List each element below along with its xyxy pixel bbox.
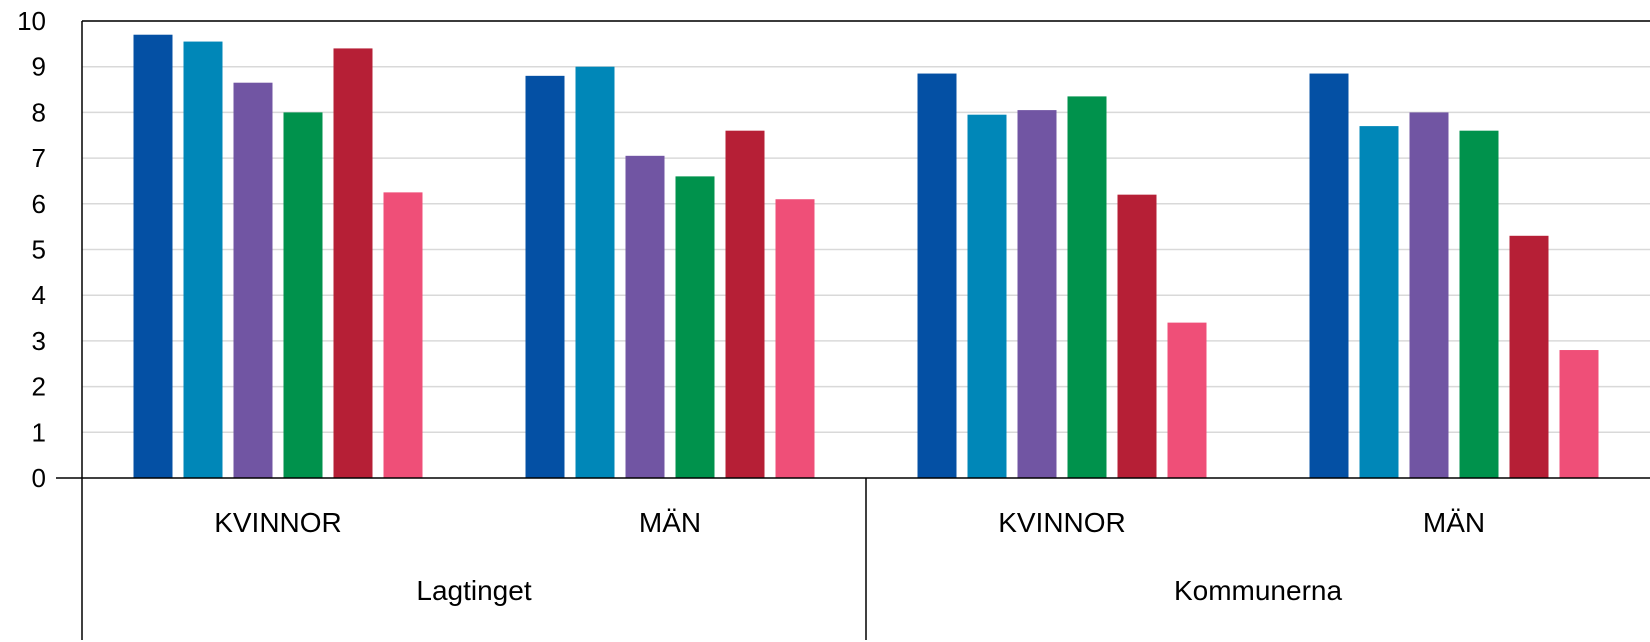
bar-lagtinget-0-s0 bbox=[133, 34, 173, 479]
category-label: MÄN bbox=[1423, 507, 1485, 538]
bar-kommunerna-0-s3 bbox=[1067, 96, 1107, 478]
bar-lagtinget-1-s1 bbox=[575, 66, 615, 478]
y-tick-label: 3 bbox=[32, 326, 46, 356]
bar-kommunerna-1-s2 bbox=[1409, 112, 1449, 479]
bar-lagtinget-1-s0 bbox=[525, 75, 565, 478]
y-tick-label: 4 bbox=[32, 280, 46, 310]
category-label: KVINNOR bbox=[214, 507, 342, 538]
bars bbox=[133, 34, 1599, 479]
y-tick-label: 10 bbox=[17, 6, 46, 36]
group-label: Lagtinget bbox=[416, 575, 531, 606]
bar-lagtinget-1-s5 bbox=[775, 199, 815, 479]
bar-lagtinget-0-s1 bbox=[183, 41, 223, 478]
bar-lagtinget-0-s4 bbox=[333, 48, 373, 479]
bar-kommunerna-0-s2 bbox=[1017, 110, 1057, 479]
bar-kommunerna-1-s5 bbox=[1559, 350, 1599, 478]
category-label: KVINNOR bbox=[998, 507, 1126, 538]
y-tick-label: 6 bbox=[32, 189, 46, 219]
bar-lagtinget-1-s3 bbox=[675, 176, 715, 478]
bar-kommunerna-1-s0 bbox=[1309, 73, 1349, 479]
bar-kommunerna-0-s0 bbox=[917, 73, 957, 479]
category-label: MÄN bbox=[639, 507, 701, 538]
bar-lagtinget-1-s4 bbox=[725, 130, 765, 478]
y-tick-labels: 0 1 2 3 4 5 6 7 8 9 10 bbox=[17, 6, 46, 493]
group-label: Kommunerna bbox=[1174, 575, 1343, 606]
y-tick-label: 5 bbox=[32, 235, 46, 265]
axes bbox=[56, 20, 1650, 640]
bar-lagtinget-1-s2 bbox=[625, 155, 665, 478]
bar-kommunerna-1-s1 bbox=[1359, 126, 1399, 479]
y-tick-label: 9 bbox=[32, 52, 46, 82]
bar-lagtinget-0-s2 bbox=[233, 82, 273, 478]
bar-lagtinget-0-s5 bbox=[383, 192, 423, 478]
bar-kommunerna-0-s4 bbox=[1117, 194, 1157, 478]
y-tick-label: 8 bbox=[32, 97, 46, 127]
bar-kommunerna-0-s5 bbox=[1167, 322, 1207, 478]
x-category-labels: KVINNOR MÄN Lagtinget KVINNOR MÄN Kommunerna bbox=[214, 507, 1485, 606]
y-tick-label: 2 bbox=[32, 372, 46, 402]
bar-kommunerna-1-s4 bbox=[1509, 235, 1549, 478]
bar-lagtinget-0-s3 bbox=[283, 112, 323, 479]
y-tick-label: 7 bbox=[32, 143, 46, 173]
bar-kommunerna-1-s3 bbox=[1459, 130, 1499, 478]
y-tick-label: 0 bbox=[32, 463, 46, 493]
bar-kommunerna-0-s1 bbox=[967, 114, 1007, 478]
y-tick-label: 1 bbox=[32, 417, 46, 447]
